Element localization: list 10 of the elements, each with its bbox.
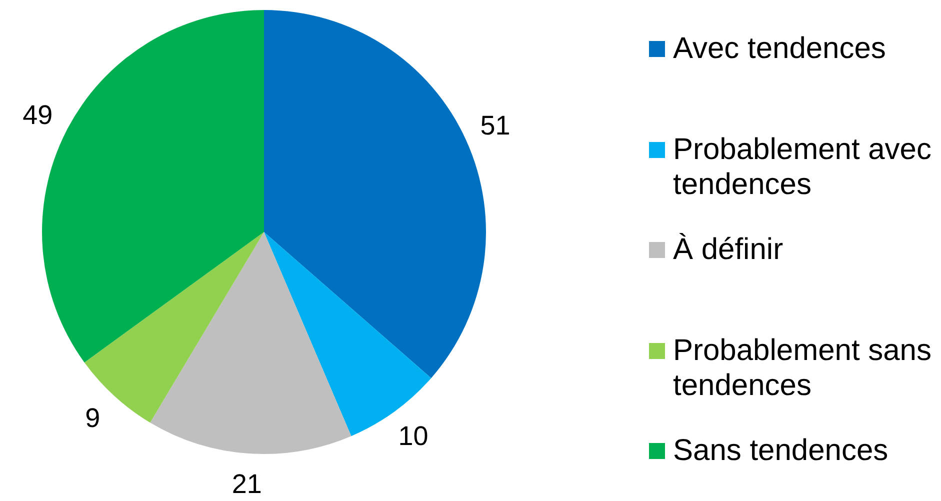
legend-label: Avec tendences	[673, 31, 886, 66]
data-label: 10	[398, 420, 428, 451]
data-label: 49	[22, 100, 53, 130]
legend-label: À définir	[673, 232, 784, 267]
legend-label: Sans tendences	[673, 433, 888, 468]
data-label: 9	[85, 402, 100, 433]
legend-label: Probablement sans tendences	[673, 332, 932, 402]
legend-label: Probablement avec tendences	[673, 132, 932, 202]
data-label: 21	[232, 468, 262, 499]
data-label: 51	[480, 110, 510, 140]
